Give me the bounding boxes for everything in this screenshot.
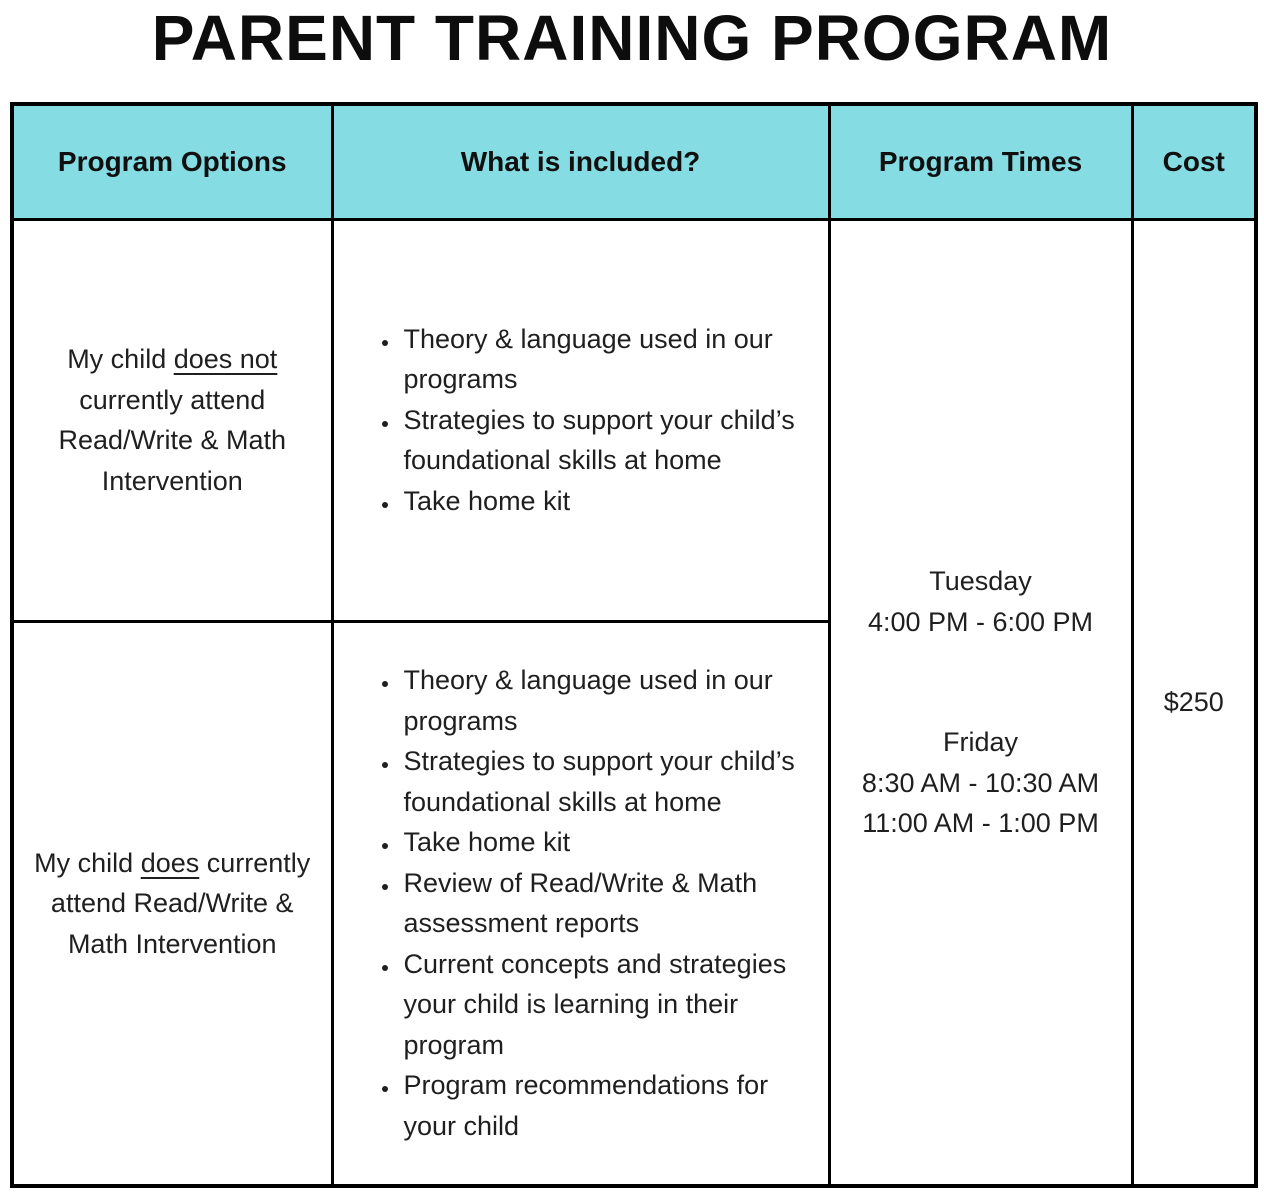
session-slot: 11:00 AM - 1:00 PM [862, 808, 1099, 838]
page-title: PARENT TRAINING PROGRAM [151, 2, 1113, 74]
option-text-suffix: currently attend Read/Write & Math Inter… [50, 847, 311, 959]
included-item: Review of Read/Write & Math assessment r… [400, 863, 818, 944]
option-text-suffix: currently attend Read/Write & Math Inter… [58, 384, 287, 496]
option-text-prefix: My child [67, 344, 174, 374]
program-table: Program Options What is included? Progra… [10, 102, 1258, 1188]
included-item: Take home kit [400, 822, 818, 863]
session-day: Tuesday [929, 566, 1032, 596]
table-row-not-attending: My child does not currently attend Read/… [10, 217, 1258, 1188]
cost-cell: $250 [1130, 217, 1258, 1188]
option-cell-not-attending: My child does not currently attend Read/… [10, 217, 334, 623]
header-cell-what-is-included: What is included? [330, 102, 831, 221]
session-friday: Friday 8:30 AM - 10:30 AM 11:00 AM - 1:0… [837, 722, 1125, 844]
option-cell-attending: My child does currently attend Read/Writ… [10, 619, 334, 1188]
included-item: Strategies to support your child’s found… [400, 741, 818, 822]
included-cell-not-attending: Theory & language used in our programsSt… [330, 217, 831, 623]
session-slot: 8:30 AM - 10:30 AM [861, 767, 1100, 798]
included-cell-attending: Theory & language used in our programsSt… [330, 619, 831, 1188]
program-times-cell: Tuesday 4:00 PM - 6:00 PM Friday 8:30 AM… [827, 217, 1134, 1188]
option-text-underlined: does [140, 847, 200, 878]
included-item: Theory & language used in our programs [400, 319, 818, 400]
session-day: Friday [942, 727, 1018, 757]
session-tuesday: Tuesday 4:00 PM - 6:00 PM [837, 561, 1125, 642]
included-item: Strategies to support your child’s found… [400, 400, 818, 481]
included-item: Theory & language used in our programs [400, 660, 818, 741]
option-text-underlined: does not [173, 344, 278, 374]
header-cell-program-options: Program Options [10, 102, 334, 221]
included-list: Theory & language used in our programsSt… [334, 319, 818, 522]
included-item: Current concepts and strategies your chi… [400, 944, 818, 1066]
included-list: Theory & language used in our programsSt… [334, 660, 818, 1146]
table-row-attending: My child does currently attend Read/Writ… [10, 619, 1256, 1188]
header-row: Program Options What is included? Progra… [10, 102, 1258, 221]
option-text-prefix: My child [34, 847, 141, 878]
included-item: Take home kit [400, 481, 818, 522]
session-slot: 4:00 PM - 6:00 PM [867, 606, 1094, 637]
header-cell-cost: Cost [1130, 102, 1258, 221]
header-cell-program-times: Program Times [827, 102, 1134, 221]
included-item: Program recommendations for your child [400, 1065, 818, 1146]
program-times-content: Tuesday 4:00 PM - 6:00 PM Friday 8:30 AM… [837, 561, 1125, 844]
